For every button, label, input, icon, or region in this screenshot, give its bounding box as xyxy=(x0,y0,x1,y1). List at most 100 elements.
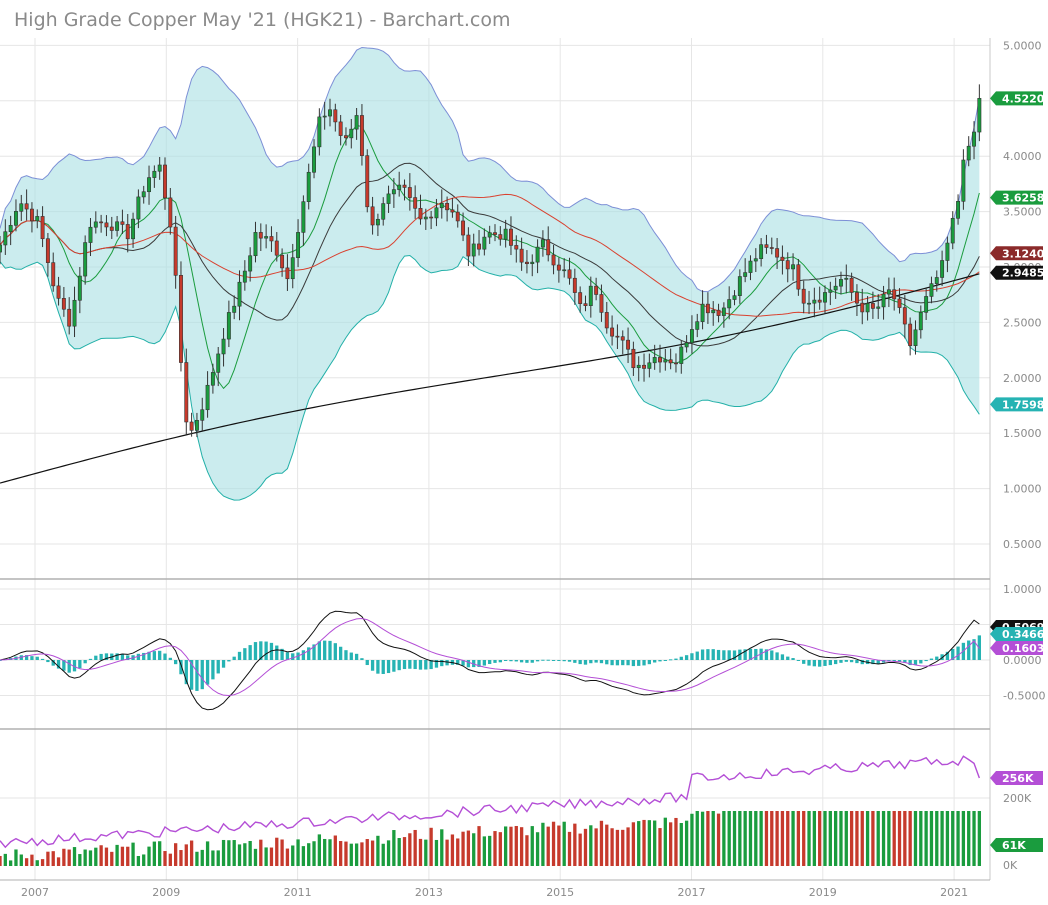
macd-histogram-bar xyxy=(88,658,93,660)
macd-histogram-bar xyxy=(642,660,646,666)
macd-histogram-bar xyxy=(780,654,785,660)
macd-panel xyxy=(0,610,982,711)
candle-body xyxy=(232,305,237,313)
year-tick-label: 2021 xyxy=(940,886,968,899)
macd-histogram-bar xyxy=(818,660,822,667)
volume-bar xyxy=(674,817,678,866)
candle-body xyxy=(711,309,716,314)
volume-bar xyxy=(104,847,109,866)
volume-bar xyxy=(35,860,39,866)
volume-bar xyxy=(147,846,151,866)
price-tick-label: 3.5000 xyxy=(1003,206,1042,219)
candle-body xyxy=(913,329,918,346)
macd-histogram-bar xyxy=(397,660,401,671)
candle-body xyxy=(892,289,897,300)
volume-bar xyxy=(429,827,433,866)
macd-line xyxy=(0,610,980,711)
candle-body xyxy=(56,285,61,299)
volume-bar xyxy=(903,811,907,866)
candle-body xyxy=(823,292,827,303)
volume-bar xyxy=(152,841,157,866)
candle-body xyxy=(796,264,801,290)
candle-body xyxy=(418,208,423,220)
candle-body xyxy=(540,239,545,248)
year-tick-label: 2017 xyxy=(678,886,706,899)
macd-histogram-bar xyxy=(514,660,518,662)
candle-body xyxy=(264,236,269,239)
candle-body xyxy=(72,299,77,327)
year-tick-label: 2011 xyxy=(284,886,312,899)
volume-bar xyxy=(807,811,811,866)
candle-body xyxy=(956,201,961,219)
volume-bar xyxy=(370,840,375,866)
macd-histogram-bar xyxy=(328,640,332,660)
volume-bar xyxy=(722,811,726,866)
macd-histogram-bar xyxy=(413,660,417,670)
volume-bar xyxy=(397,838,401,866)
macd-histogram-bar xyxy=(791,658,795,660)
candle-body xyxy=(615,335,620,338)
candle-body xyxy=(663,359,668,363)
candle-body xyxy=(594,285,599,295)
volume-bar xyxy=(221,839,226,866)
volume-bar xyxy=(402,837,407,866)
volume-bar xyxy=(871,811,875,866)
volume-bar xyxy=(440,829,444,866)
volume-bar xyxy=(551,821,556,866)
candle-body xyxy=(471,243,476,257)
macd-histogram-bar xyxy=(354,653,359,660)
open-interest-line xyxy=(0,755,981,849)
volume-bar xyxy=(605,824,609,866)
candle-body xyxy=(184,362,189,423)
candle-body xyxy=(258,232,263,239)
volume-bar xyxy=(482,836,487,866)
bollinger-bands xyxy=(0,46,980,501)
volume-bar xyxy=(312,841,316,866)
volume-bar xyxy=(99,845,103,866)
price-tick-label: 2.5000 xyxy=(1003,316,1042,329)
macd-histogram-bar xyxy=(370,660,375,671)
candle-body xyxy=(386,193,391,204)
macd-histogram-bar xyxy=(732,650,737,660)
volume-bar xyxy=(684,820,689,866)
volume-bar xyxy=(131,842,135,866)
macd-histogram-bar xyxy=(237,651,242,660)
volume-bar xyxy=(381,843,385,866)
macd-histogram-bar xyxy=(184,660,188,685)
price-tag: 3.1240 xyxy=(990,246,1045,261)
macd-histogram-bar xyxy=(786,656,790,660)
year-tick-label: 2007 xyxy=(21,886,49,899)
macd-histogram-bar xyxy=(530,660,534,663)
volume-tag: 61K xyxy=(990,838,1043,852)
volume-bar xyxy=(775,811,779,866)
candle-body xyxy=(599,294,604,313)
macd-histogram-bar xyxy=(908,660,912,666)
candle-body xyxy=(333,109,338,123)
macd-histogram-bar xyxy=(637,660,641,666)
macd-histogram-bar xyxy=(333,643,337,660)
candle-body xyxy=(253,232,258,257)
volume-tick-label: 200K xyxy=(1003,792,1032,805)
macd-histogram-bar xyxy=(365,660,369,666)
volume-bar xyxy=(450,834,455,866)
volume-bar xyxy=(88,850,93,866)
volume-bar xyxy=(690,813,694,866)
macd-histogram-bar xyxy=(945,651,950,660)
candle-body xyxy=(833,285,838,291)
volume-bar xyxy=(642,819,646,866)
candle-body xyxy=(397,184,402,190)
volume-bar xyxy=(30,854,34,866)
price-tick-label: 5.0000 xyxy=(1003,39,1042,52)
macd-histogram-bar xyxy=(802,660,806,664)
macd-histogram-bar xyxy=(567,660,572,662)
candle-body xyxy=(157,164,162,172)
volume-bar xyxy=(8,860,13,866)
volume-bar xyxy=(67,849,71,866)
macd-histogram-bar xyxy=(280,648,284,660)
volume-bar xyxy=(855,811,859,866)
candle-body xyxy=(45,238,50,263)
volume-bar xyxy=(972,811,976,866)
volume-bar xyxy=(296,839,300,866)
macd-histogram-bar xyxy=(684,655,689,660)
volume-bar xyxy=(216,850,220,866)
